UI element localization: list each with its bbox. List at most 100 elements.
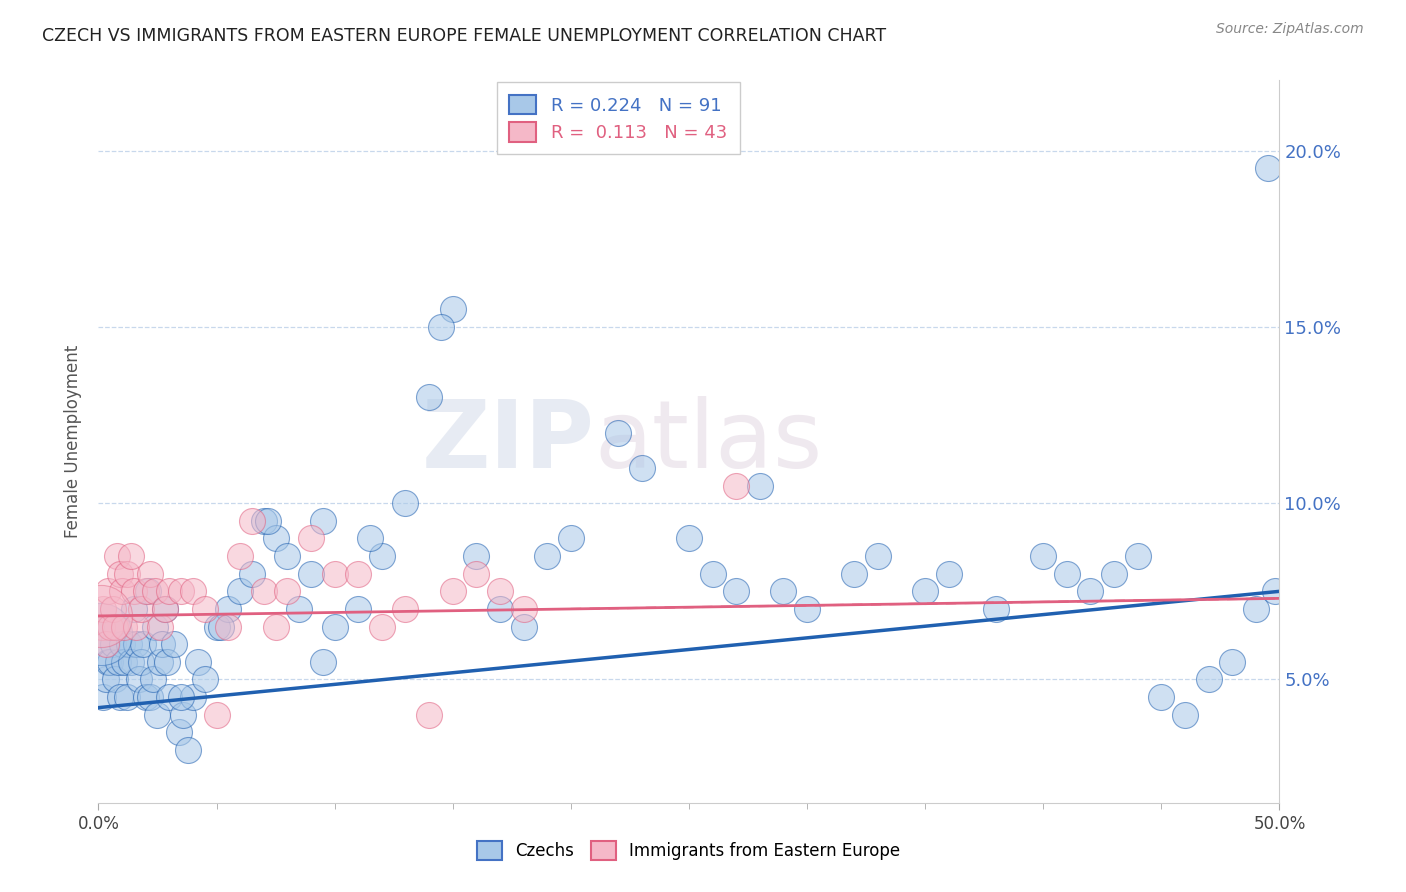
Point (163, 637, 186, 651)
Point (90, 609, 112, 624)
Point (1126, 549, 1149, 563)
Point (394, 496, 416, 510)
Point (98, 655, 121, 669)
Point (288, 602, 311, 616)
Point (97, 584, 120, 599)
Point (489, 584, 512, 599)
Point (115, 566, 138, 581)
Point (702, 566, 724, 581)
Point (111, 637, 134, 651)
Point (347, 566, 370, 581)
Point (1244, 602, 1267, 616)
Point (118, 637, 141, 651)
Point (181, 584, 204, 599)
Point (1056, 566, 1078, 581)
Point (91, 690, 114, 704)
Point (128, 673, 150, 687)
Legend: Czechs, Immigrants from Eastern Europe: Czechs, Immigrants from Eastern Europe (471, 835, 907, 867)
Point (312, 514, 335, 528)
Point (187, 655, 209, 669)
Point (112, 655, 135, 669)
Point (94, 673, 117, 687)
Point (108, 690, 131, 704)
Point (796, 602, 818, 616)
Point (146, 707, 169, 722)
Point (465, 566, 488, 581)
Point (101, 637, 124, 651)
Point (299, 532, 322, 546)
Point (347, 602, 370, 616)
Point (914, 584, 936, 599)
Point (96, 637, 118, 651)
Point (512, 619, 534, 633)
Point (678, 532, 700, 546)
Point (139, 566, 162, 581)
Point (240, 566, 263, 581)
Point (157, 584, 180, 599)
Point (430, 320, 453, 334)
Point (105, 549, 128, 563)
Point (157, 690, 180, 704)
Point (105, 619, 128, 633)
Point (630, 461, 652, 475)
Point (607, 425, 630, 440)
Point (194, 673, 217, 687)
Point (142, 673, 165, 687)
Point (323, 566, 346, 581)
Point (257, 514, 280, 528)
Point (394, 602, 416, 616)
Point (276, 549, 298, 563)
Point (104, 673, 127, 687)
Point (512, 602, 534, 616)
Point (153, 602, 176, 616)
Point (91, 619, 114, 633)
Point (240, 514, 263, 528)
Point (772, 584, 794, 599)
Point (121, 549, 143, 563)
Point (139, 690, 162, 704)
Point (115, 690, 138, 704)
Point (122, 584, 145, 599)
Point (725, 584, 748, 599)
Point (217, 602, 239, 616)
Point (465, 549, 488, 563)
Point (1198, 673, 1220, 687)
Point (276, 584, 298, 599)
Point (1174, 707, 1197, 722)
Point (229, 584, 252, 599)
Point (253, 584, 276, 599)
Point (167, 725, 190, 739)
Point (441, 302, 464, 317)
Text: CZECH VS IMMIGRANTS FROM EASTERN EUROPE FEMALE UNEMPLOYMENT CORRELATION CHART: CZECH VS IMMIGRANTS FROM EASTERN EUROPE … (42, 27, 886, 45)
Point (418, 391, 440, 405)
Point (149, 619, 172, 633)
Point (135, 584, 157, 599)
Point (125, 637, 148, 651)
Point (560, 532, 582, 546)
Point (323, 619, 346, 633)
Point (844, 566, 866, 581)
Y-axis label: Female Unemployment: Female Unemployment (65, 345, 83, 538)
Point (938, 566, 960, 581)
Point (1080, 584, 1102, 599)
Point (264, 532, 287, 546)
Point (371, 619, 394, 633)
Point (1032, 549, 1054, 563)
Point (94, 637, 117, 651)
Point (112, 619, 135, 633)
Point (111, 584, 134, 599)
Point (205, 707, 228, 722)
Point (97, 655, 120, 669)
Point (121, 655, 143, 669)
Point (132, 637, 155, 651)
Point (1220, 655, 1243, 669)
Point (371, 549, 394, 563)
Point (136, 584, 159, 599)
Point (91, 602, 114, 616)
Point (125, 619, 148, 633)
Point (129, 655, 152, 669)
Point (122, 602, 145, 616)
Point (156, 655, 179, 669)
Point (170, 584, 193, 599)
Point (209, 619, 232, 633)
